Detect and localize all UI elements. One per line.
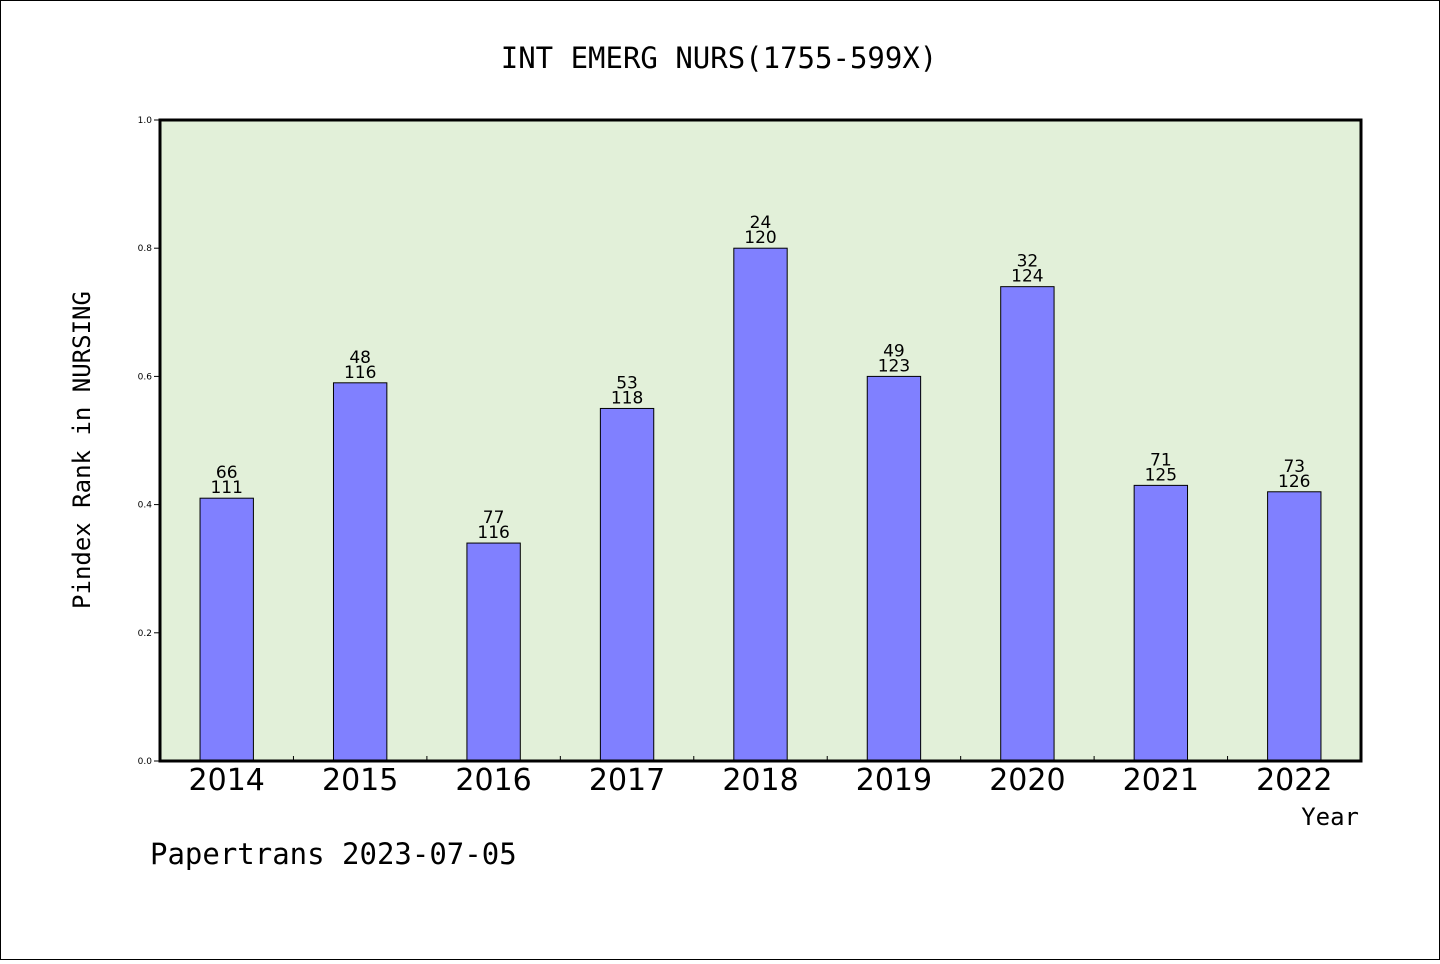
bar-labels-group: 6611148116771165311824120491233212471125… xyxy=(210,213,1310,543)
bar-2017 xyxy=(599,407,655,762)
bar-label-bottom-2020: 124 xyxy=(1011,267,1043,287)
bar-label-bottom-2019: 123 xyxy=(878,356,910,376)
footer-credit: Papertrans 2023-07-05 xyxy=(150,837,517,871)
x-tick-label-2015: 2015 xyxy=(322,763,398,798)
bar-label-bottom-2014: 111 xyxy=(210,478,242,498)
bar-2016 xyxy=(466,542,521,762)
bar-label-top-2019: 49 xyxy=(883,341,905,361)
bar-2014 xyxy=(199,497,254,762)
bar-label-bottom-2017: 118 xyxy=(611,388,643,408)
x-tick-label-2018: 2018 xyxy=(722,763,798,798)
bar-label-top-2021: 71 xyxy=(1150,450,1172,470)
y-tick-label-0.6: 0.6 xyxy=(138,372,153,382)
y-tick-label-1.0: 1.0 xyxy=(138,116,153,126)
bar-2018 xyxy=(733,247,788,762)
bar-label-top-2020: 32 xyxy=(1017,252,1039,272)
x-tick-label-2020: 2020 xyxy=(989,763,1065,798)
x-tick-label-2021: 2021 xyxy=(1123,763,1199,798)
bar-label-top-2014: 66 xyxy=(216,463,238,483)
x-tick-label-2019: 2019 xyxy=(856,763,932,798)
bar-label-top-2022: 73 xyxy=(1283,457,1305,477)
x-tick-label-2014: 2014 xyxy=(189,763,265,798)
bar-label-bottom-2021: 125 xyxy=(1145,465,1177,485)
x-tick-label-2017: 2017 xyxy=(589,763,665,798)
bar-2020 xyxy=(1000,286,1055,762)
bar-2019 xyxy=(866,375,922,762)
y-axis-label: Pindex Rank in NURSING xyxy=(68,291,96,609)
bar-label-bottom-2015: 116 xyxy=(344,363,376,383)
bar-2015 xyxy=(332,382,388,762)
bar-label-bottom-2018: 120 xyxy=(744,228,776,248)
x-tick-label-2022: 2022 xyxy=(1256,763,1332,798)
y-tick-label-0.2: 0.2 xyxy=(138,629,152,639)
bar-label-top-2017: 53 xyxy=(616,373,638,393)
y-axis-ticks: 0.0 0.2 0.4 0.6 0.8 1.0 xyxy=(138,116,160,767)
bar-label-top-2018: 24 xyxy=(750,213,772,233)
bar-label-bottom-2016: 116 xyxy=(477,523,509,543)
bar-label-top-2015: 48 xyxy=(349,348,371,368)
x-tick-label-2016: 2016 xyxy=(455,763,531,798)
bars-group xyxy=(199,247,1322,762)
y-tick-label-0.8: 0.8 xyxy=(138,244,153,254)
y-tick-label-0.4: 0.4 xyxy=(138,501,153,511)
bar-label-bottom-2022: 126 xyxy=(1278,472,1310,492)
bar-2021 xyxy=(1133,484,1189,762)
bar-2022 xyxy=(1267,491,1322,762)
x-axis-label: Year xyxy=(1301,803,1359,831)
plot-border xyxy=(158,118,1363,763)
bar-label-top-2016: 77 xyxy=(483,508,505,528)
x-axis-ticks: 2014 2015 2016 2017 2018 2019 2020 2021 2022 xyxy=(189,756,1332,798)
chart-title: INT EMERG NURS(1755-599X) xyxy=(501,41,938,75)
y-tick-label-0.0: 0.0 xyxy=(138,757,153,767)
